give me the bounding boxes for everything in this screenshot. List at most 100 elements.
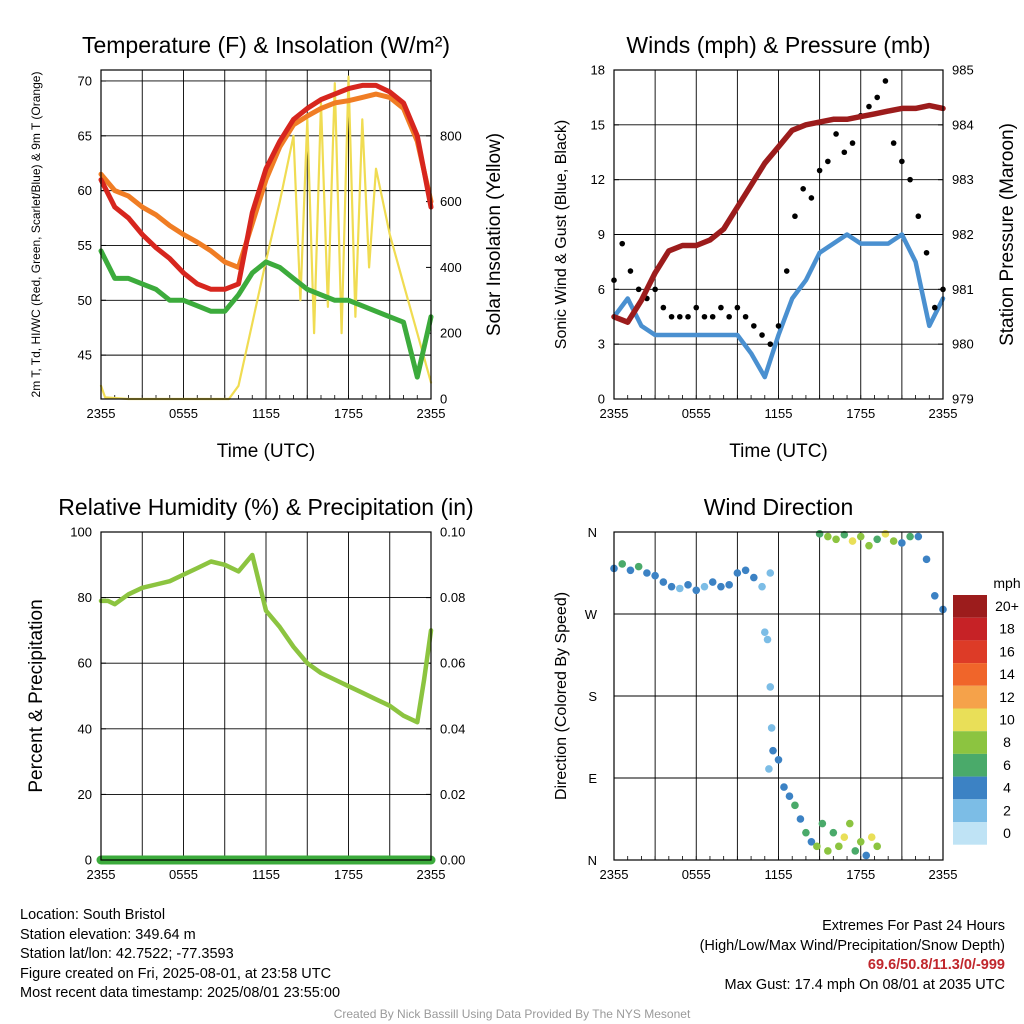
direction-point (889, 537, 898, 545)
direction-point (659, 578, 668, 586)
y-tick-label: 0 (85, 853, 92, 868)
direction-point (765, 765, 773, 773)
temp-title: Temperature (F) & Insolation (W/m²) (82, 32, 450, 58)
x-axis-label: Time (UTC) (729, 441, 828, 462)
y-tick-label: 12 (591, 172, 605, 187)
gust-point (767, 341, 774, 347)
gust-point (923, 249, 930, 256)
legend-label: 10 (999, 712, 1015, 728)
direction-point (856, 837, 865, 846)
x-tick-label: 2355 (87, 406, 116, 421)
direction-point (767, 724, 776, 732)
gust-point (816, 167, 823, 174)
x-tick-label: 1755 (846, 867, 875, 882)
wind-title: Winds (mph) & Pressure (mb) (626, 32, 930, 58)
gust-point (751, 323, 757, 329)
gust-point (759, 332, 765, 338)
x-tick-label: 1155 (765, 867, 793, 882)
y2-tick-label: 0.06 (440, 656, 465, 671)
y-tick-label: W (585, 607, 598, 622)
extremes-subtitle: (High/Low/Max Wind/Precipitation/Snow De… (699, 937, 1005, 954)
x-tick-label: 2355 (929, 406, 958, 421)
direction-point (832, 535, 840, 544)
direction-point (766, 683, 775, 691)
gust-point (866, 103, 872, 110)
gust-point (619, 240, 626, 247)
direction-point (807, 837, 816, 846)
y2-tick-label: 979 (952, 392, 974, 407)
x-tick-label: 1155 (252, 406, 280, 421)
direction-point (708, 578, 717, 586)
direction-point (818, 819, 827, 828)
gust-point (849, 140, 856, 146)
y2-axis-label: Station Pressure (Maroon) (997, 123, 1018, 346)
y2-tick-label: 982 (952, 227, 974, 242)
direction-point (865, 541, 873, 550)
dewpoint-line (98, 248, 434, 380)
direction-point (802, 828, 810, 837)
direction-point (835, 842, 843, 851)
x-tick-label: 0555 (169, 406, 198, 421)
y2-tick-label: 400 (440, 260, 462, 275)
x-tick-label: 2355 (417, 867, 446, 882)
direction-point (717, 582, 725, 591)
extremes-title: Extremes For Past 24 Hours (822, 918, 1005, 934)
direction-point (840, 833, 849, 842)
gust-point (726, 313, 732, 320)
gust-point (841, 149, 848, 156)
speed-legend: mph 20+ 18 16 14 12 10 8 6 4 2 0 (953, 575, 1021, 845)
temp-9m-line (98, 91, 434, 270)
max-gust: Max Gust: 17.4 mph On 08/01 at 2035 UTC (724, 976, 1005, 993)
gust-point (701, 313, 708, 320)
legend-swatch (953, 799, 987, 822)
gust-point (874, 94, 880, 101)
y-tick-label: 40 (78, 721, 92, 736)
legend-label: 6 (1003, 757, 1011, 773)
station-pressure-line (611, 102, 946, 325)
plot-border (613, 531, 944, 861)
legend-label: 12 (999, 689, 1015, 705)
gust-point (742, 313, 749, 320)
direction-point (700, 582, 709, 591)
legend-swatch (953, 731, 987, 754)
wind-panel: Winds (mph) & Pressure (mb) 2355 0555 1155 1… (553, 32, 1018, 462)
y-tick-label: 3 (598, 337, 605, 352)
direction-point (760, 628, 769, 637)
legend-label: 18 (999, 621, 1015, 637)
direction-point (848, 537, 857, 545)
direction-point (856, 532, 865, 541)
direction-point (667, 582, 676, 591)
direction-point (873, 535, 881, 544)
x-tick-label: 1755 (334, 406, 363, 421)
y2-tick-label: 600 (440, 194, 462, 209)
temp-panel: Temperature (F) & Insolation (W/m²) 2355 0… (29, 32, 505, 462)
recent-timestamp: Most recent data timestamp: 2025/08/01 2… (20, 985, 341, 1002)
legend-label: 20+ (995, 598, 1019, 614)
y-tick-label: 15 (591, 117, 605, 132)
station-info: Location: South Bristol Station elevatio… (20, 906, 340, 1004)
y2-tick-label: 985 (952, 63, 974, 78)
gust-point (652, 286, 658, 293)
y2-tick-label: 984 (952, 117, 974, 132)
station-latlon: Station lat/lon: 42.7522; -77.3593 (20, 946, 234, 963)
direction-point (741, 566, 750, 575)
station-elevation: Station elevation: 349.64 m (20, 926, 196, 943)
direction-point (763, 635, 772, 644)
gust-point (668, 313, 675, 320)
direction-point (824, 532, 832, 541)
gust-point (660, 304, 667, 311)
gust-point (899, 158, 905, 165)
x-tick-label: 1155 (765, 406, 793, 421)
x-tick-label: 1755 (334, 867, 363, 882)
plot-border (100, 531, 432, 861)
gust-point (833, 131, 839, 137)
y-tick-label: 65 (78, 128, 92, 143)
x-tick-label: 2355 (87, 867, 116, 882)
direction-point (634, 562, 643, 571)
y-tick-label: 100 (70, 525, 92, 540)
legend-label: 2 (1003, 802, 1011, 818)
credit-line: Created By Nick Bassill Using Data Provi… (333, 1007, 691, 1021)
direction-point (785, 792, 794, 801)
legend-swatch (953, 776, 987, 800)
y2-tick-label: 200 (440, 326, 462, 341)
